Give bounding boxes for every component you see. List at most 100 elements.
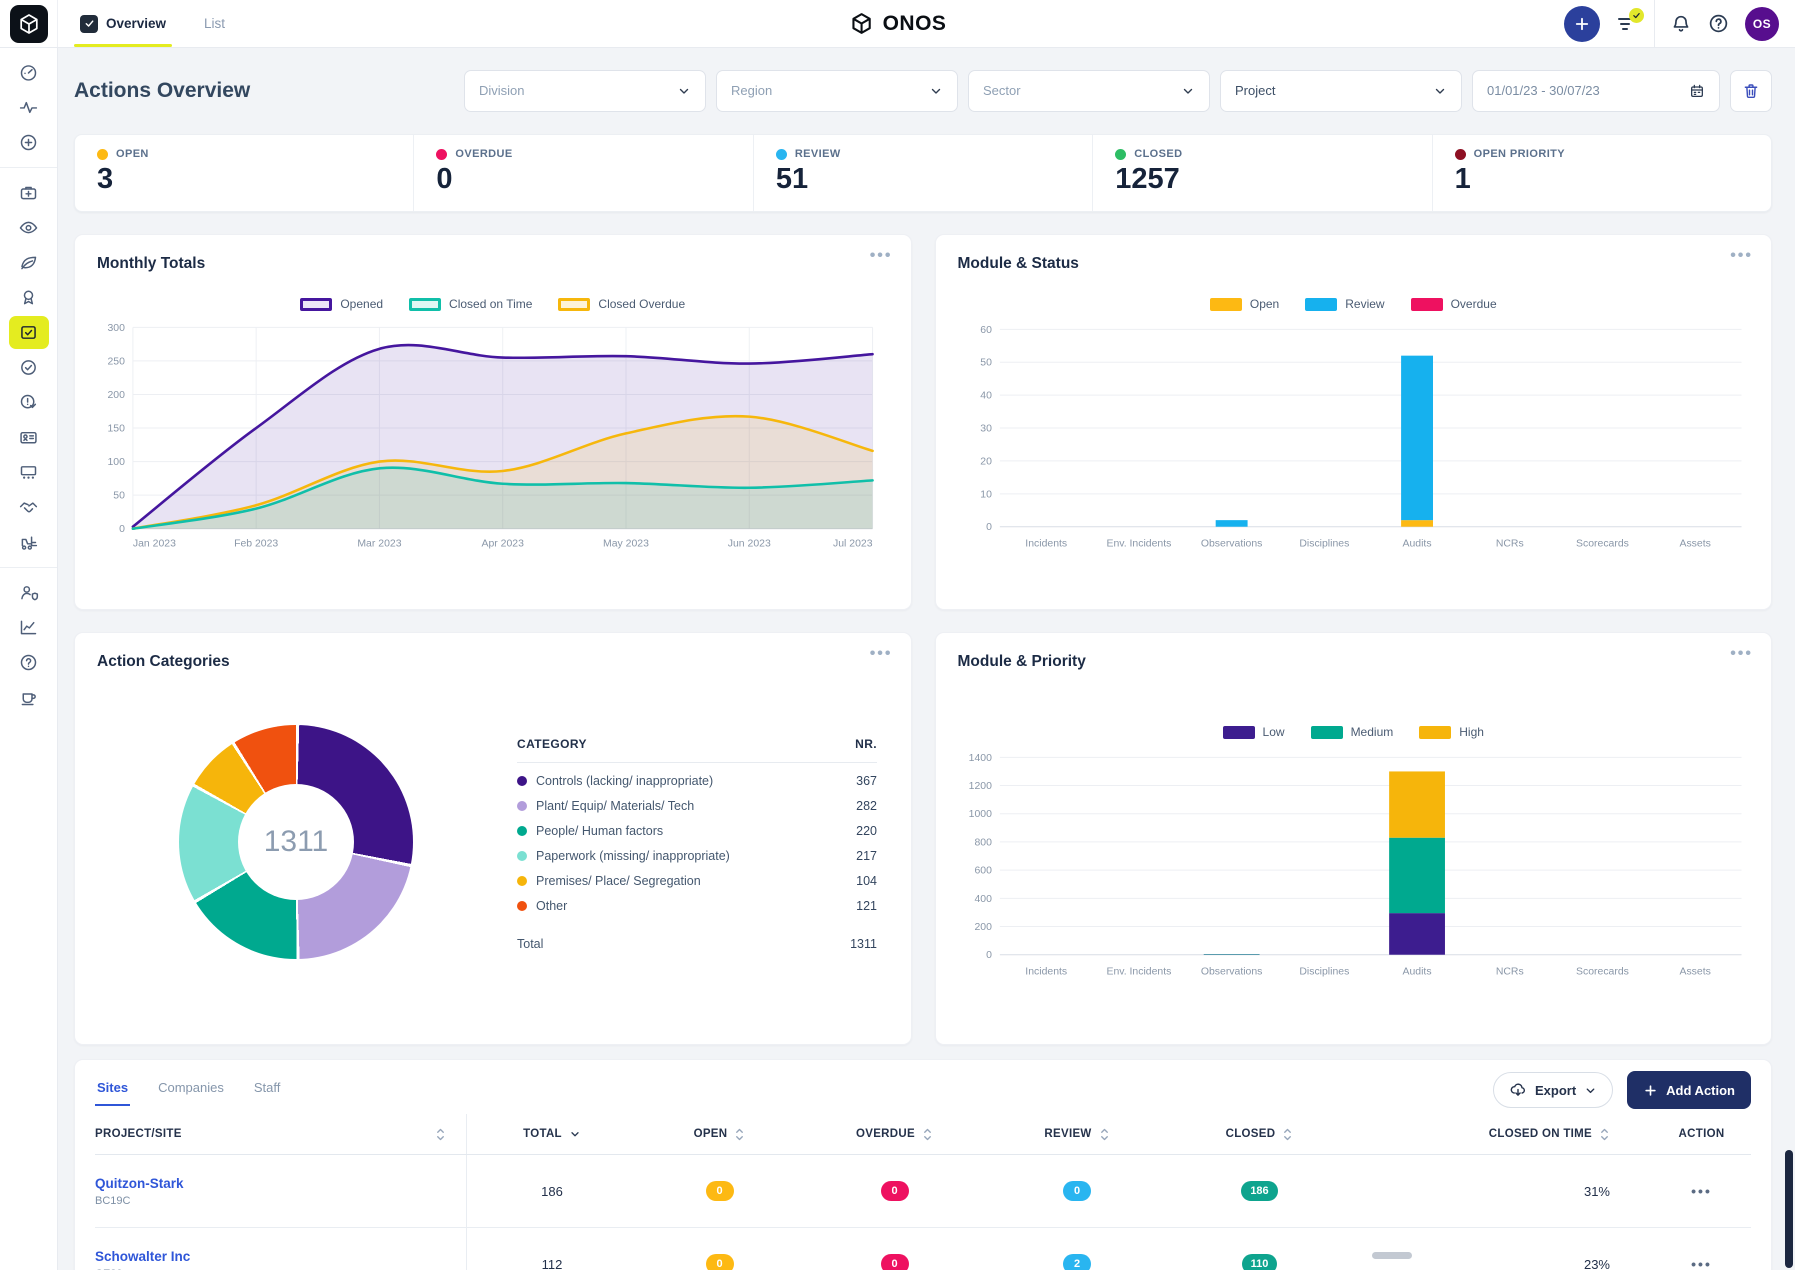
- header-total[interactable]: TOTAL: [467, 1128, 637, 1140]
- open-badge: 0: [705, 1181, 734, 1201]
- notifications-button[interactable]: [1670, 13, 1692, 35]
- plus-icon: [1645, 1084, 1656, 1096]
- header-overdue[interactable]: OVERDUE: [802, 1127, 987, 1142]
- card-menu-button[interactable]: •••: [1730, 247, 1753, 264]
- table-toolbar: Sites Companies Staff Export Add Action: [95, 1070, 1751, 1110]
- row-menu-button[interactable]: •••: [1691, 1183, 1712, 1199]
- kpi-label: CLOSED: [1134, 148, 1183, 160]
- open-status-dot: [97, 148, 108, 160]
- card-title: Monthly Totals: [97, 255, 206, 272]
- category-value: 121: [856, 899, 877, 913]
- donut-chart: [179, 725, 413, 959]
- sidebar-item-dashboard[interactable]: [9, 56, 49, 89]
- tab-staff[interactable]: Staff: [253, 1080, 281, 1095]
- header-open[interactable]: OPEN: [637, 1127, 802, 1142]
- division-select[interactable]: Division: [464, 69, 706, 112]
- tab-companies[interactable]: Companies: [158, 1080, 224, 1095]
- overdue-cell: 0: [802, 1181, 987, 1201]
- export-button[interactable]: Export: [1492, 1072, 1614, 1108]
- svg-text:Env. Incidents: Env. Incidents: [1106, 967, 1171, 978]
- tab-sites[interactable]: Sites: [95, 1074, 131, 1106]
- sort-desc-icon[interactable]: [569, 1128, 581, 1140]
- sidebar-item-coffee[interactable]: [9, 681, 49, 714]
- sector-select[interactable]: Sector: [968, 69, 1210, 112]
- project-select[interactable]: Project: [1220, 69, 1462, 112]
- kpi-value: 1: [1454, 163, 1471, 195]
- clear-filters-button[interactable]: [1730, 69, 1772, 112]
- kpi-open-priority[interactable]: OPEN PRIORITY 1: [1431, 135, 1771, 211]
- date-range-input[interactable]: 01/01/23 - 30/07/23: [1472, 69, 1720, 112]
- card-menu-button[interactable]: •••: [869, 645, 893, 662]
- sidebar-item-help[interactable]: [9, 646, 49, 679]
- sort-icon[interactable]: [734, 1127, 745, 1142]
- sidebar-item-issues[interactable]: [9, 386, 49, 419]
- tab-overview[interactable]: Overview: [74, 0, 173, 47]
- site-link[interactable]: Quitzon-Stark: [95, 1175, 184, 1191]
- quick-add-button[interactable]: [1564, 5, 1600, 42]
- page-title: Actions Overview: [74, 78, 251, 102]
- sidebar-item-verified[interactable]: [9, 351, 49, 384]
- sidebar-item-awards[interactable]: [9, 281, 49, 314]
- sidebar-item-first-aid[interactable]: [9, 176, 49, 209]
- card-title: Action Categories: [97, 653, 230, 670]
- card-menu-button[interactable]: •••: [869, 247, 893, 264]
- sidebar-item-observations[interactable]: [9, 211, 49, 244]
- sidebar-item-activity[interactable]: [9, 91, 49, 124]
- header-closed-on-time[interactable]: CLOSED ON TIME: [1352, 1127, 1652, 1142]
- row-menu-button[interactable]: •••: [1691, 1256, 1712, 1270]
- brand-cube-icon: [851, 13, 871, 34]
- legend-swatch: [558, 297, 591, 311]
- sort-icon[interactable]: [1282, 1127, 1293, 1142]
- kpi-value: 1257: [1115, 163, 1180, 195]
- help-button[interactable]: [1707, 12, 1730, 35]
- category-label: Controls (lacking/ inappropriate): [536, 774, 714, 788]
- card-menu-button[interactable]: •••: [1730, 645, 1753, 662]
- category-row: Premises/ Place/ Segregation 104: [517, 874, 877, 888]
- sidebar-item-user-security[interactable]: [9, 576, 49, 609]
- legend-label: High: [1459, 725, 1484, 739]
- kpi-label: OPEN PRIORITY: [1473, 148, 1566, 160]
- sidebar-item-analytics[interactable]: [9, 611, 49, 644]
- sidebar-item-add[interactable]: [9, 126, 49, 159]
- sort-icon[interactable]: [1599, 1127, 1610, 1142]
- sidebar-item-plant[interactable]: [9, 526, 49, 559]
- sidebar-item-partners[interactable]: [9, 491, 49, 524]
- task-checkbox-icon: [18, 322, 39, 343]
- sort-icon[interactable]: [1099, 1127, 1110, 1142]
- sidebar-item-id-card[interactable]: [9, 421, 49, 454]
- kpi-review[interactable]: REVIEW 51: [752, 135, 1092, 211]
- header-project-site[interactable]: PROJECT/SITE: [95, 1114, 467, 1154]
- sort-icon[interactable]: [435, 1127, 446, 1142]
- sidebar-item-actions-active[interactable]: [8, 316, 49, 349]
- app-logo[interactable]: [0, 0, 58, 47]
- kpi-open[interactable]: OPEN 3: [75, 135, 413, 211]
- category-dot: [517, 851, 527, 861]
- sort-icon[interactable]: [922, 1127, 933, 1142]
- svg-text:150: 150: [107, 424, 125, 435]
- region-select[interactable]: Region: [716, 69, 958, 112]
- add-action-button[interactable]: Add Action: [1627, 1071, 1751, 1109]
- svg-text:NCRs: NCRs: [1495, 967, 1523, 978]
- vertical-scrollbar-thumb[interactable]: [1785, 1150, 1793, 1268]
- header-review[interactable]: REVIEW: [987, 1127, 1167, 1142]
- sidebar-item-training[interactable]: [9, 456, 49, 489]
- horizontal-scrollbar-thumb[interactable]: [1372, 1252, 1412, 1259]
- legend-label: Closed Overdue: [598, 297, 686, 311]
- sidebar-item-environment[interactable]: [9, 246, 49, 279]
- site-link[interactable]: Schowalter Inc: [95, 1248, 191, 1264]
- legend-swatch: [1410, 297, 1443, 311]
- legend-item: High: [1419, 725, 1484, 739]
- kpi-overdue[interactable]: OVERDUE 0: [413, 135, 752, 211]
- plus-icon: [1575, 17, 1589, 30]
- kpi-closed[interactable]: CLOSED 1257: [1092, 135, 1431, 211]
- svg-text:Observations: Observations: [1200, 967, 1262, 978]
- header-closed[interactable]: CLOSED: [1167, 1127, 1352, 1142]
- user-avatar[interactable]: OS: [1745, 6, 1779, 41]
- svg-text:Audits: Audits: [1402, 539, 1431, 550]
- tab-list[interactable]: List: [200, 0, 229, 47]
- card-title: Module & Status: [957, 255, 1079, 272]
- legend-label: Open: [1249, 297, 1280, 311]
- table-row: Schowalter Inc CE20 112 0 0 2 110 23% •••: [95, 1228, 1751, 1270]
- filter-button[interactable]: [1615, 7, 1644, 36]
